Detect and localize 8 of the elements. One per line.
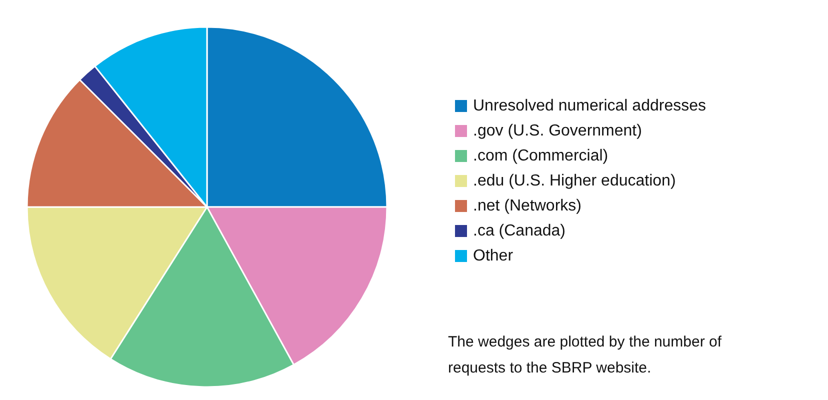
legend-label: Other [473,248,514,264]
legend-label: .edu (U.S. Higher education) [473,172,676,190]
legend-label: .net (Networks) [473,198,582,214]
text: The wedges are plotted by the number of requests to the SBRP website. [448,334,722,376]
legend-label: .com (Commercial) [473,148,608,164]
legend-label: Unresolved numerical addresses [473,98,706,114]
legend-label: .gov (U.S. Government) [473,122,642,140]
legend-label: .ca (Canada) [473,222,566,240]
